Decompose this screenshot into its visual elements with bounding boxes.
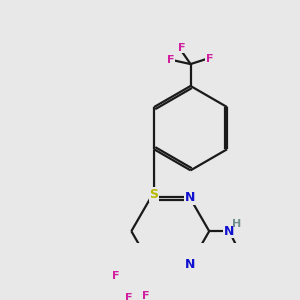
Text: N: N [184, 258, 195, 272]
Text: H: H [232, 219, 241, 230]
Text: S: S [150, 188, 159, 201]
Text: F: F [112, 271, 119, 281]
Text: F: F [206, 54, 213, 64]
Text: N: N [224, 225, 234, 238]
Text: F: F [178, 43, 185, 53]
Text: N: N [184, 191, 195, 204]
Text: F: F [142, 291, 150, 300]
Text: F: F [167, 56, 174, 65]
Text: F: F [125, 293, 133, 300]
